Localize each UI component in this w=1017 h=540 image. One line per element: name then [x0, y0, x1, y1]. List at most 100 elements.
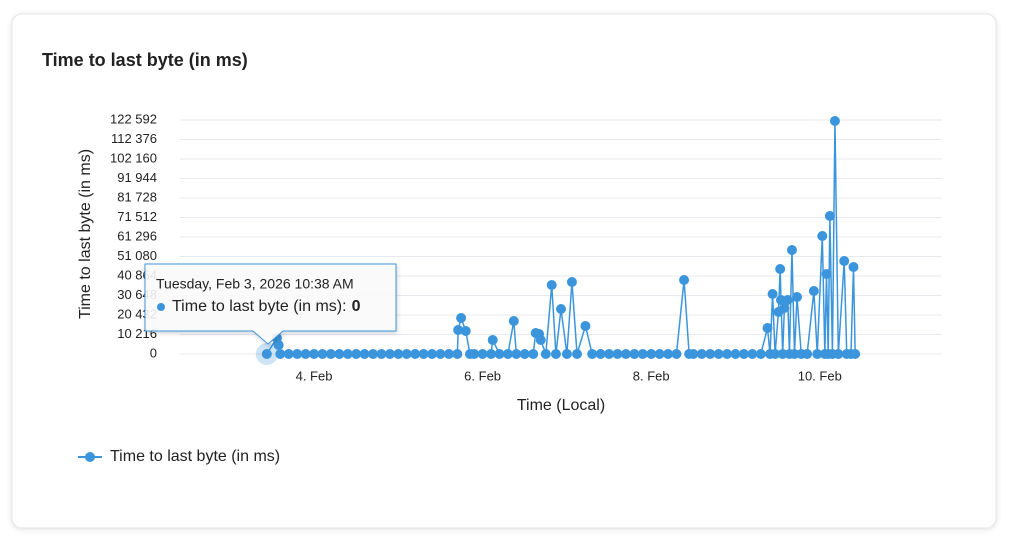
point[interactable]	[309, 349, 320, 359]
point[interactable]	[502, 349, 513, 359]
hover-halo	[255, 343, 278, 365]
point[interactable]	[679, 274, 690, 285]
point[interactable]	[334, 349, 345, 359]
y-tick-label: 91 944	[117, 170, 157, 185]
point[interactable]	[342, 349, 353, 359]
point[interactable]	[508, 315, 519, 326]
point[interactable]	[817, 230, 828, 241]
point[interactable]	[456, 313, 467, 324]
point[interactable]	[368, 349, 379, 359]
point[interactable]	[443, 349, 454, 359]
point[interactable]	[821, 269, 832, 280]
point[interactable]	[275, 349, 286, 359]
point[interactable]	[747, 349, 758, 359]
legend[interactable]: Time to last byte (in ms)	[78, 448, 280, 465]
point[interactable]	[730, 349, 741, 359]
point[interactable]	[671, 349, 682, 359]
y-tick-label: 102 160	[110, 150, 157, 165]
point[interactable]	[808, 285, 819, 296]
point[interactable]	[487, 335, 498, 346]
point[interactable]	[435, 349, 446, 359]
point[interactable]	[300, 349, 311, 359]
point[interactable]	[646, 349, 657, 359]
point[interactable]	[637, 349, 648, 359]
point[interactable]	[325, 349, 336, 359]
point[interactable]	[705, 349, 716, 359]
point[interactable]	[376, 349, 387, 359]
point[interactable]	[829, 115, 840, 126]
y-tick-label: 71 512	[117, 209, 157, 224]
point[interactable]	[786, 244, 797, 255]
point[interactable]	[351, 349, 362, 359]
point[interactable]	[595, 349, 606, 359]
point[interactable]	[770, 349, 781, 359]
point[interactable]	[722, 349, 733, 359]
point[interactable]	[779, 302, 790, 313]
point[interactable]	[587, 349, 598, 359]
point[interactable]	[696, 349, 707, 359]
tooltip-value: 0	[352, 298, 361, 315]
point[interactable]	[556, 303, 566, 314]
point[interactable]	[540, 349, 551, 359]
point[interactable]	[654, 349, 665, 359]
point[interactable]	[550, 349, 561, 359]
point[interactable]	[604, 349, 615, 359]
legend-label[interactable]: Time to last byte (in ms)	[110, 448, 280, 465]
point[interactable]	[850, 349, 861, 359]
point[interactable]	[453, 325, 464, 336]
point[interactable]	[580, 320, 591, 331]
point[interactable]	[620, 349, 631, 359]
point[interactable]	[511, 349, 522, 359]
point[interactable]	[612, 349, 623, 359]
point[interactable]	[802, 349, 813, 359]
point[interactable]	[261, 349, 272, 359]
point[interactable]	[292, 349, 303, 359]
point[interactable]	[535, 335, 546, 346]
point[interactable]	[477, 349, 488, 359]
point[interactable]	[469, 349, 480, 359]
point[interactable]	[738, 349, 749, 359]
point[interactable]	[384, 349, 395, 359]
point[interactable]	[775, 264, 786, 275]
point[interactable]	[273, 340, 284, 351]
point[interactable]	[486, 349, 497, 359]
point[interactable]	[410, 349, 421, 359]
tooltip-line: Time to last byte (in ms): 0	[172, 298, 361, 315]
point[interactable]	[572, 349, 583, 359]
point[interactable]	[629, 349, 640, 359]
point[interactable]	[393, 349, 404, 359]
point[interactable]	[713, 349, 724, 359]
tooltip: Tuesday, Feb 3, 2026 10:38 AM Time to las…	[144, 263, 397, 365]
point[interactable]	[767, 289, 778, 300]
point[interactable]	[519, 349, 530, 359]
point[interactable]	[792, 292, 803, 303]
point[interactable]	[460, 325, 471, 336]
point[interactable]	[452, 349, 463, 359]
point[interactable]	[824, 210, 835, 221]
y-tick-label: 122 592	[110, 111, 157, 126]
point[interactable]	[833, 349, 844, 359]
point[interactable]	[755, 349, 766, 359]
point[interactable]	[283, 349, 294, 359]
point[interactable]	[317, 349, 328, 359]
point[interactable]	[561, 349, 572, 359]
point[interactable]	[528, 349, 539, 359]
tooltip-label: Time to last byte (in ms):	[172, 298, 347, 315]
legend-marker[interactable]	[85, 452, 95, 462]
point[interactable]	[566, 277, 577, 288]
point[interactable]	[839, 256, 850, 267]
point[interactable]	[427, 349, 438, 359]
y-tick-label: 61 296	[117, 228, 157, 243]
point[interactable]	[494, 349, 505, 359]
point[interactable]	[663, 349, 674, 359]
point[interactable]	[812, 349, 823, 359]
point[interactable]	[401, 349, 412, 359]
point[interactable]	[546, 279, 557, 290]
point[interactable]	[688, 349, 699, 359]
point[interactable]	[848, 261, 859, 272]
point[interactable]	[762, 323, 773, 334]
point[interactable]	[418, 349, 429, 359]
point[interactable]	[359, 349, 370, 359]
point[interactable]	[782, 295, 793, 306]
